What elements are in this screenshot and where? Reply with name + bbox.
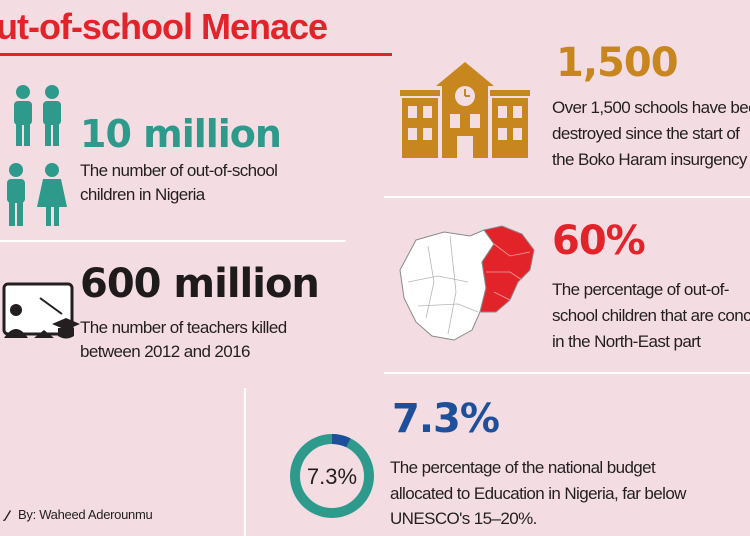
stat-schools-desc-1: Over 1,500 schools have bee — [552, 98, 750, 117]
donut-budget-share — [290, 434, 374, 518]
pen-icon — [2, 506, 12, 522]
infographic-title: ut-of-school Menace — [0, 6, 328, 47]
stat-northeast-value: 60% — [552, 218, 646, 264]
stat-teachers-desc-1: The number of teachers killed — [80, 318, 287, 337]
divider-left — [0, 240, 346, 242]
title-underline — [0, 53, 392, 56]
stat-budget-desc-1: The percentage of the national budget — [390, 458, 656, 477]
stat-budget-value: 7.3% — [392, 396, 500, 442]
stat-northeast-desc-1: The percentage of out-of- — [552, 280, 729, 299]
stat-northeast-desc-2: school children that are concentr — [552, 306, 750, 325]
stat-out-of-school-desc-1: The number of out-of-school — [80, 161, 278, 180]
people-icon — [0, 84, 72, 234]
stat-budget-desc-2: allocated to Education in Nigeria, far b… — [390, 484, 686, 503]
classroom-icon — [0, 280, 82, 346]
stat-teachers-desc-2: between 2012 and 2016 — [80, 342, 250, 361]
stat-out-of-school-desc-2: children in Nigeria — [80, 185, 205, 204]
stat-schools-desc-2: destroyed since the start of — [552, 124, 740, 143]
stat-teachers-value: 600 million — [80, 261, 320, 307]
author-credit: By: Waheed Aderounmu — [18, 507, 153, 522]
stat-northeast-desc-3: in the North-East part — [552, 332, 701, 351]
budget-donut — [288, 432, 376, 520]
school-building-icon — [398, 62, 532, 160]
donut-center-label: 7.3% — [306, 464, 358, 489]
stat-schools-desc-3: the Boko Haram insurgency — [552, 150, 747, 169]
divider-vertical — [244, 388, 246, 536]
stat-schools-value: 1,500 — [556, 40, 679, 86]
stat-out-of-school-value: 10 million — [80, 112, 282, 156]
stat-budget-desc-3: UNESCO's 15–20%. — [390, 509, 537, 528]
divider-right-bottom — [384, 372, 750, 374]
nigeria-map-icon — [398, 222, 546, 348]
divider-right-top — [384, 196, 750, 198]
